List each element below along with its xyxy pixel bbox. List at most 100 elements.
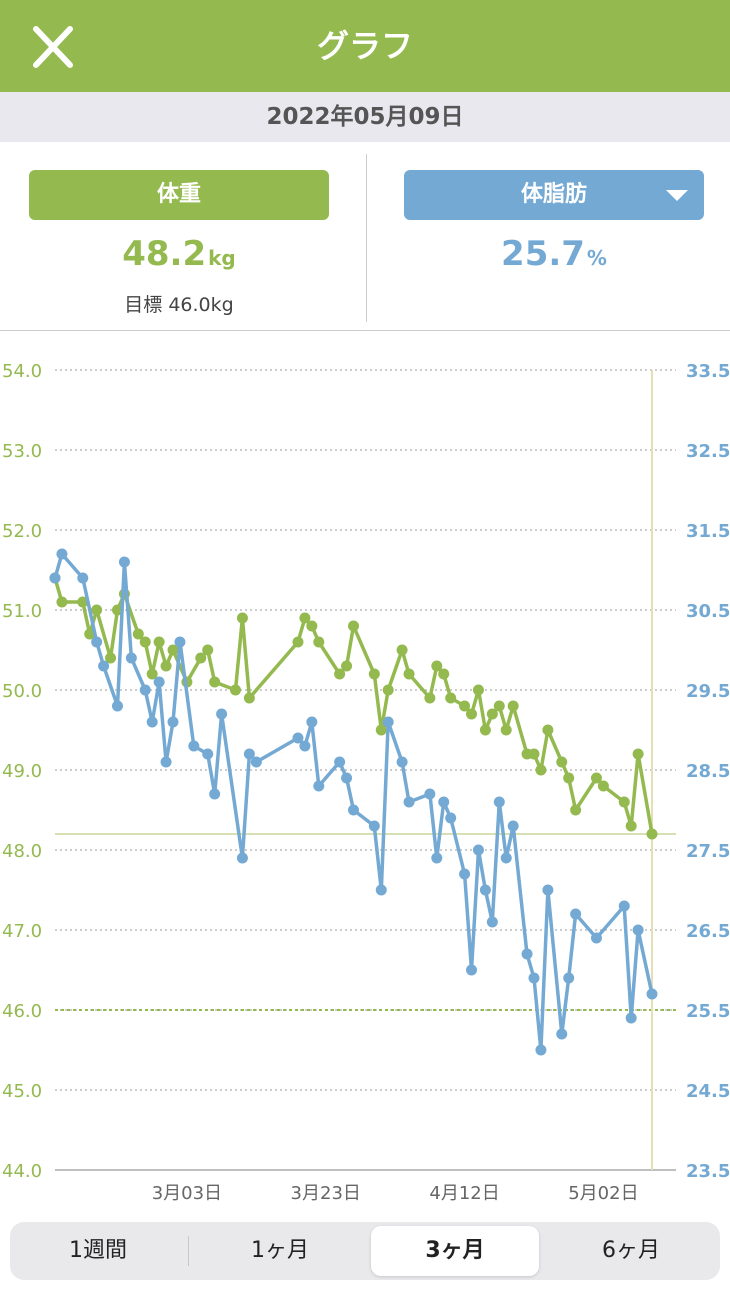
body-fat-data-point xyxy=(521,948,533,960)
body-fat-data-point xyxy=(236,852,248,864)
left-axis-tick-label: 52.0 xyxy=(2,521,42,542)
weight-data-point xyxy=(334,668,346,680)
left-axis-tick-label: 48.0 xyxy=(2,841,42,862)
body-fat-data-point xyxy=(445,812,457,824)
right-axis-tick-label: 29.5 xyxy=(686,681,730,702)
tab-6-months[interactable]: 6ヶ月 xyxy=(602,1238,660,1263)
body-fat-data-point xyxy=(556,1028,568,1040)
weight-data-point xyxy=(84,628,96,640)
right-axis-tick-label: 33.5 xyxy=(686,361,730,382)
body-fat-data-point xyxy=(292,732,304,744)
body-fat-data-point xyxy=(646,988,658,1000)
body-fat-data-point xyxy=(500,852,512,864)
weight-data-point xyxy=(382,684,394,696)
body-fat-data-point xyxy=(98,660,110,672)
body-fat-data-point xyxy=(188,740,200,752)
body-fat-data-point xyxy=(396,756,408,768)
body-fat-data-point xyxy=(216,708,228,720)
weight-data-point xyxy=(431,660,443,672)
body-fat-data-point xyxy=(91,636,103,648)
x-axis-tick-label: 4月12日 xyxy=(429,1183,499,1204)
weight-data-point xyxy=(563,772,575,784)
body-fat-data-point xyxy=(563,972,575,984)
close-icon xyxy=(33,26,73,68)
stats-divider xyxy=(366,154,367,322)
weight-data-point xyxy=(500,724,512,736)
weight-data-point xyxy=(424,692,436,704)
body-fat-data-point xyxy=(111,700,123,712)
body-fat-data-point xyxy=(306,716,318,728)
weight-data-point xyxy=(91,604,103,616)
weight-bodyfat-chart: 54.0 33.5 53.0 32.5 52.0 31.5 51.0 30.5 50.0 29.5… xyxy=(2,361,730,1204)
body-fat-button-label: 体脂肪 xyxy=(520,182,587,207)
weight-data-point xyxy=(507,700,519,712)
body-fat-data-point xyxy=(424,788,436,800)
weight-data-point xyxy=(625,820,637,832)
weight-series-line xyxy=(53,577,654,835)
tab-separator xyxy=(188,1236,189,1266)
weight-data-point xyxy=(597,780,609,792)
body-fat-data-point xyxy=(250,756,262,768)
weight-data-point xyxy=(528,748,540,760)
right-axis-tick-label: 26.5 xyxy=(686,921,730,942)
body-fat-data-point xyxy=(479,884,491,896)
tab-1-week[interactable]: 1週間 xyxy=(69,1238,127,1263)
body-fat-data-point xyxy=(334,756,346,768)
body-fat-data-point xyxy=(570,908,582,920)
body-fat-data-point xyxy=(459,868,471,880)
tab-3-months[interactable]: 3ヶ月 xyxy=(371,1226,539,1276)
body-fat-data-point xyxy=(139,684,151,696)
x-axis-tick-label: 3月03日 xyxy=(152,1183,222,1204)
weight-data-point xyxy=(202,644,214,656)
body-fat-data-point xyxy=(382,716,394,728)
body-fat-data-point xyxy=(542,884,554,896)
weight-data-point xyxy=(646,828,658,840)
body-fat-data-point xyxy=(174,636,186,648)
body-fat-data-point xyxy=(125,652,137,664)
weight-data-point xyxy=(486,708,498,720)
body-fat-number: 25.7 xyxy=(501,234,585,274)
period-selector: 1週間 1ヶ月 3ヶ月 6ヶ月 xyxy=(10,1222,720,1280)
weight-data-point xyxy=(535,764,547,776)
weight-data-point xyxy=(556,756,568,768)
body-fat-data-point xyxy=(431,852,443,864)
weight-data-point xyxy=(153,636,165,648)
weight-data-point xyxy=(632,748,644,760)
left-axis-tick-label: 47.0 xyxy=(2,921,42,942)
body-fat-data-point xyxy=(535,1044,547,1056)
weight-data-point xyxy=(105,652,117,664)
body-fat-data-point xyxy=(472,844,484,856)
weight-data-point xyxy=(146,668,158,680)
weight-data-point xyxy=(160,660,172,672)
body-fat-data-point xyxy=(341,772,353,784)
weight-data-point xyxy=(167,644,179,656)
body-fat-data-point xyxy=(146,716,158,728)
body-fat-data-point xyxy=(590,932,602,944)
body-fat-data-point xyxy=(243,748,255,760)
weight-data-point xyxy=(368,668,380,680)
weight-data-point xyxy=(570,804,582,816)
weight-data-point xyxy=(459,700,471,712)
right-axis-tick-label: 31.5 xyxy=(686,521,730,542)
body-fat-dropdown-button[interactable]: 体脂肪 xyxy=(404,170,704,220)
body-fat-data-point xyxy=(493,796,505,808)
body-fat-data-point xyxy=(438,796,450,808)
tab-1-month[interactable]: 1ヶ月 xyxy=(251,1238,309,1263)
body-fat-data-point xyxy=(625,1012,637,1024)
body-fat-data-point xyxy=(313,780,325,792)
right-axis-tick-label: 28.5 xyxy=(686,761,730,782)
weight-data-point xyxy=(542,724,554,736)
weight-value: 48.2 kg xyxy=(29,234,329,284)
x-axis-tick-label: 5月02日 xyxy=(568,1183,638,1204)
body-fat-data-point xyxy=(49,572,61,584)
weight-data-point xyxy=(195,652,207,664)
left-axis-tick-label: 54.0 xyxy=(2,361,42,382)
left-axis-tick-label: 53.0 xyxy=(2,441,42,462)
body-fat-data-point xyxy=(118,556,130,568)
weight-data-point xyxy=(299,612,311,624)
body-fat-data-point xyxy=(618,900,630,912)
header-bar: グラフ xyxy=(0,0,730,92)
weight-data-point xyxy=(438,668,450,680)
weight-button[interactable]: 体重 xyxy=(29,170,329,220)
close-button[interactable] xyxy=(30,26,76,68)
